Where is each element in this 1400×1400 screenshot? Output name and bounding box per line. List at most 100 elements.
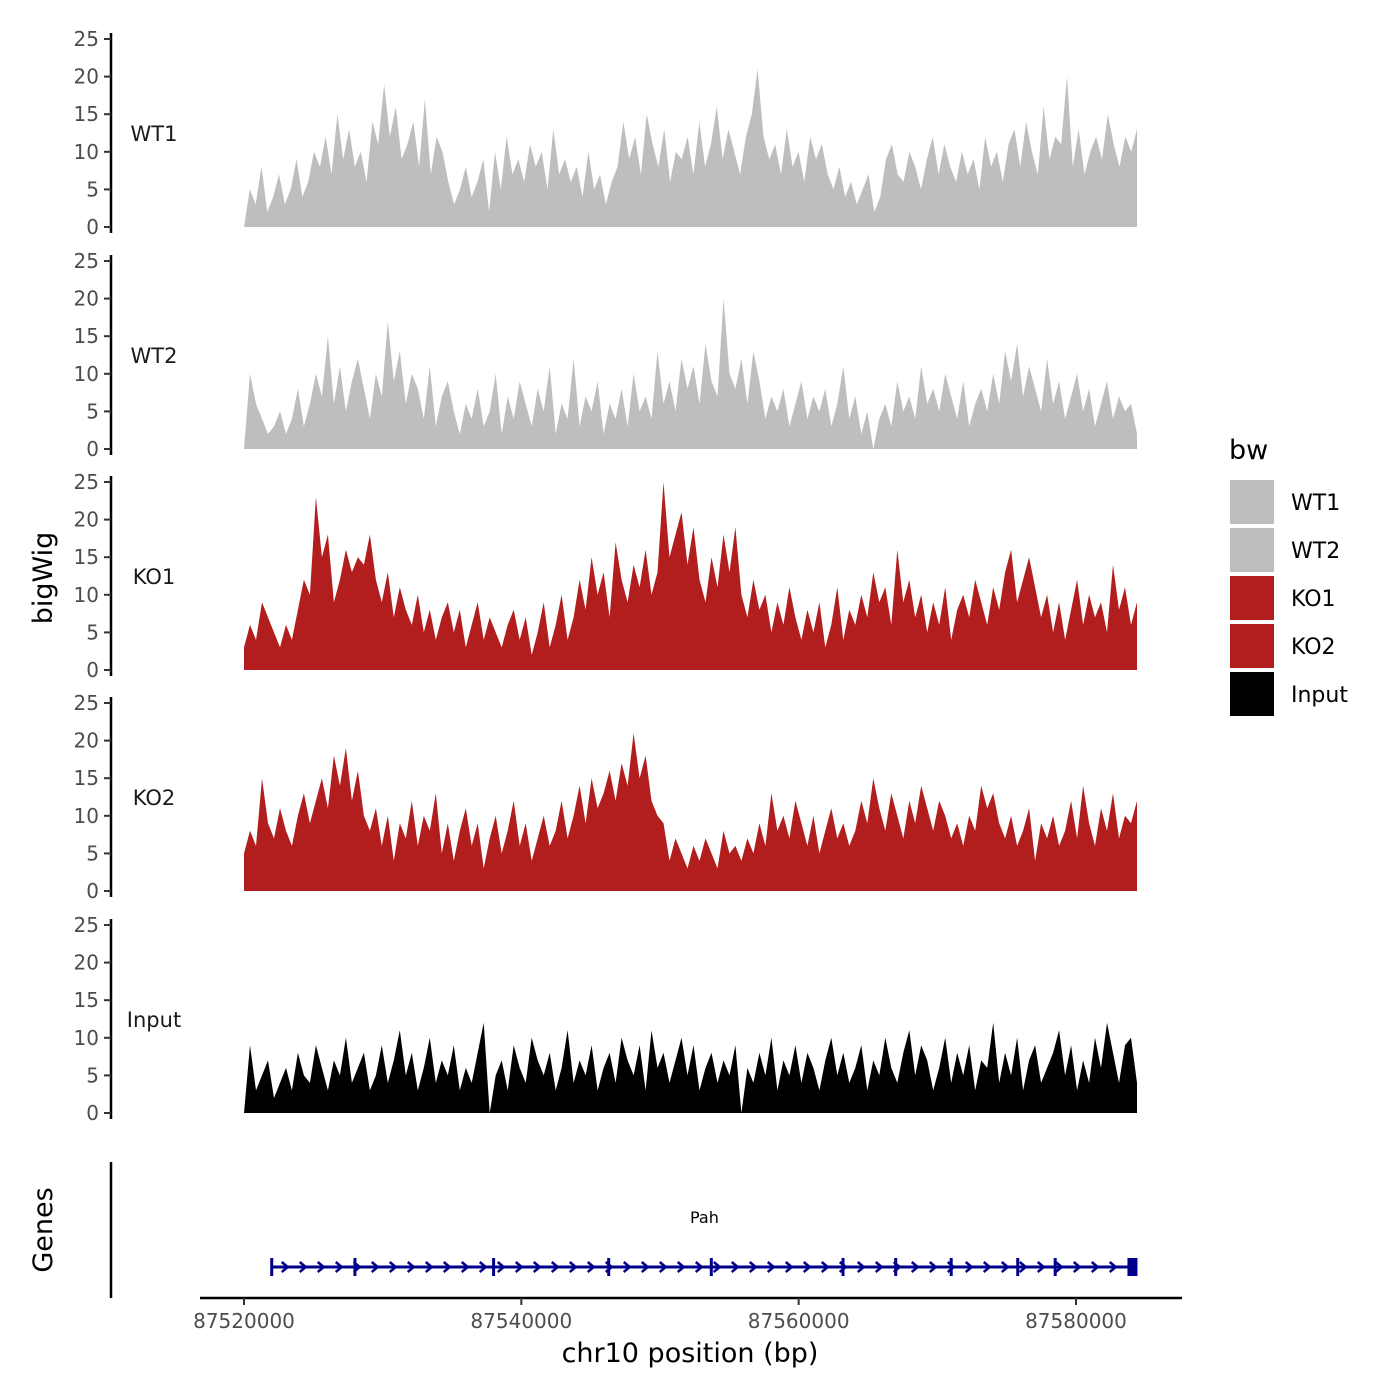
y-tick-label: 5	[86, 177, 99, 201]
genes-panel-title: Genes	[28, 1187, 59, 1272]
gene-model-pah	[270, 1258, 1138, 1276]
legend-item-input: Input	[1230, 672, 1348, 716]
y-tick-label: 5	[86, 841, 99, 865]
legend-item-wt2: WT2	[1230, 528, 1340, 572]
strand-arrow	[370, 1261, 380, 1273]
exon-mark	[353, 1258, 357, 1276]
y-tick-label: 15	[74, 988, 99, 1012]
track-label-wt2: WT2	[131, 344, 178, 368]
exon-mark	[492, 1258, 496, 1276]
strand-arrow	[1000, 1261, 1010, 1273]
legend-swatch	[1230, 576, 1274, 620]
x-tick-label: 87520000	[193, 1309, 295, 1333]
y-tick-label: 5	[86, 399, 99, 423]
legend-swatch	[1230, 528, 1274, 572]
track-wt1: 0 5 10 15 20 25 WT1	[74, 27, 1137, 239]
legend-label: WT1	[1291, 491, 1340, 516]
y-tick-label: 25	[74, 470, 99, 494]
bigwig-tracks: 0510152025WT10510152025WT20510152025KO10…	[74, 27, 1137, 1125]
y-tick-label: 15	[74, 766, 99, 790]
exon-mark	[1016, 1258, 1020, 1276]
x-axis-title: chr10 position (bp)	[562, 1338, 819, 1369]
strand-arrow	[658, 1261, 668, 1273]
area-input	[244, 1022, 1137, 1113]
strand-arrow	[964, 1261, 974, 1273]
gene-label: Pah	[690, 1208, 719, 1227]
legend-label: KO1	[1291, 587, 1336, 612]
strand-arrow	[1054, 1261, 1064, 1273]
legend-label: Input	[1291, 683, 1348, 708]
area-ko2	[244, 733, 1137, 891]
y-tick-label: 15	[74, 102, 99, 126]
strand-arrow	[982, 1261, 992, 1273]
strand-arrow	[874, 1261, 884, 1273]
y-tick-label: 10	[74, 1026, 99, 1050]
area-wt2	[244, 298, 1137, 449]
track-label-ko1: KO1	[133, 565, 176, 589]
strand-arrow	[442, 1261, 452, 1273]
area-ko1	[244, 482, 1137, 670]
track-ko1: 0 5 10 15 20 25 KO1	[74, 470, 1137, 682]
y-tick-label: 0	[86, 215, 99, 239]
strand-arrow	[766, 1261, 776, 1273]
x-axis: 87520000 87540000 87560000 87580000	[193, 1296, 1182, 1333]
track-wt2: 0 5 10 15 20 25 WT2	[74, 249, 1137, 461]
strand-arrow	[532, 1261, 542, 1273]
y-tick-label: 0	[86, 879, 99, 903]
exon-mark	[1053, 1258, 1057, 1276]
y-tick-label: 10	[74, 140, 99, 164]
strand-arrow	[1072, 1261, 1082, 1273]
legend-swatch	[1230, 624, 1274, 668]
strand-arrow	[640, 1261, 650, 1273]
strand-arrow	[460, 1261, 470, 1273]
legend-label: WT2	[1291, 539, 1340, 564]
track-label-wt1: WT1	[131, 122, 178, 146]
strand-arrow	[478, 1261, 488, 1273]
exon-mark	[709, 1258, 713, 1276]
y-tick-label: 20	[74, 729, 99, 753]
exon-mark	[841, 1258, 845, 1276]
strand-arrow	[910, 1261, 920, 1273]
legend-swatch	[1230, 672, 1274, 716]
track-input: 0 5 10 15 20 25 Input	[74, 913, 1137, 1125]
exon-mark	[1127, 1258, 1138, 1276]
x-tick-label: 87540000	[470, 1309, 572, 1333]
strand-arrow	[424, 1261, 434, 1273]
y-axis-title: bigWig	[28, 532, 59, 625]
strand-arrow	[1036, 1261, 1046, 1273]
strand-arrow	[334, 1261, 344, 1273]
y-tick-label: 10	[74, 804, 99, 828]
y-tick-label: 25	[74, 913, 99, 937]
strand-arrow	[856, 1261, 866, 1273]
strand-arrow	[820, 1261, 830, 1273]
legend: bw WT1 WT2 KO1 KO2 Input	[1229, 435, 1348, 716]
strand-arrow	[280, 1261, 290, 1273]
strand-arrow	[406, 1261, 416, 1273]
y-tick-label: 15	[74, 324, 99, 348]
x-tick-label: 87580000	[1025, 1309, 1127, 1333]
y-tick-label: 5	[86, 1063, 99, 1087]
y-tick-label: 10	[74, 583, 99, 607]
strand-arrow	[730, 1261, 740, 1273]
legend-title: bw	[1229, 435, 1268, 466]
strand-arrow	[928, 1261, 938, 1273]
y-tick-label: 15	[74, 545, 99, 569]
strand-arrow	[1018, 1261, 1028, 1273]
y-tick-label: 25	[74, 691, 99, 715]
strand-arrow	[316, 1261, 326, 1273]
strand-arrow	[784, 1261, 794, 1273]
strand-arrow	[622, 1261, 632, 1273]
track-label-ko2: KO2	[133, 786, 176, 810]
legend-item-wt1: WT1	[1230, 480, 1340, 524]
y-tick-label: 20	[74, 287, 99, 311]
y-tick-label: 0	[86, 658, 99, 682]
strand-arrow	[496, 1261, 506, 1273]
legend-item-ko2: KO2	[1230, 624, 1336, 668]
x-tick-label: 87560000	[748, 1309, 850, 1333]
exon-mark	[894, 1258, 898, 1276]
strand-arrow	[514, 1261, 524, 1273]
legend-item-ko1: KO1	[1230, 576, 1336, 620]
area-wt1	[244, 69, 1137, 227]
strand-arrow	[748, 1261, 758, 1273]
